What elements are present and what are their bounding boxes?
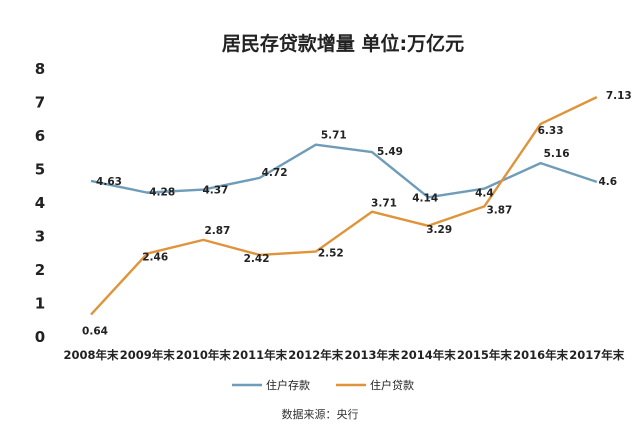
data-label: 5.16 [544, 148, 570, 160]
y-tick-label: 1 [35, 295, 45, 313]
data-label: 3.29 [426, 224, 452, 236]
y-tick-label: 6 [35, 127, 45, 145]
x-tick-label: 2016年末 [513, 348, 569, 362]
y-tick-label: 3 [35, 228, 45, 246]
legend: 住户存款 住户贷款 [232, 378, 414, 392]
x-tick-label: 2012年末 [288, 348, 344, 362]
y-tick-label: 7 [35, 94, 45, 112]
x-tick-label: 2017年末 [569, 348, 625, 362]
data-label: 0.64 [82, 326, 108, 338]
x-tick-label: 2009年末 [120, 348, 176, 362]
series-line-deposits [90, 143, 598, 199]
x-tick-label: 2008年末 [63, 348, 119, 362]
x-tick-label: 2013年末 [344, 348, 400, 362]
x-axis: 2008年末 2009年末 2010年末 2011年末 2012年末 2013年末 2014… [63, 348, 624, 362]
data-label: 4.37 [202, 185, 228, 197]
y-axis: 0 1 2 3 4 5 6 7 8 [35, 60, 45, 346]
legend-label: 住户存款 [266, 378, 310, 392]
data-label: 2.52 [318, 248, 344, 260]
legend-label: 住户贷款 [370, 378, 414, 392]
source-note: 数据来源：央行 [282, 407, 359, 421]
y-tick-label: 2 [35, 261, 45, 279]
data-label: 6.33 [538, 125, 564, 137]
y-tick-label: 4 [35, 194, 45, 212]
data-label: 4.72 [262, 167, 288, 179]
x-tick-label: 2010年末 [176, 348, 232, 362]
x-tick-label: 2011年末 [232, 348, 288, 362]
data-label: 4.4 [475, 188, 494, 200]
y-tick-label: 5 [35, 161, 45, 179]
data-label: 2.87 [204, 225, 230, 237]
data-label: 5.49 [377, 146, 403, 158]
data-label: 7.13 [606, 90, 632, 102]
data-label: 2.46 [142, 252, 168, 264]
x-tick-label: 2015年末 [457, 348, 513, 362]
data-label: 3.71 [371, 198, 397, 210]
series-lines [90, 96, 598, 316]
data-label: 4.63 [96, 176, 122, 188]
data-label: 4.14 [412, 192, 438, 204]
data-label: 3.87 [486, 204, 512, 216]
y-tick-label: 0 [35, 328, 45, 346]
series-line-loans [90, 96, 598, 316]
x-tick-label: 2014年末 [401, 348, 457, 362]
data-label: 2.42 [244, 253, 270, 265]
chart-title: 居民存贷款增量 单位:万亿元 [222, 32, 464, 55]
data-labels: 4.63 4.28 4.37 4.72 5.71 5.49 4.14 4.4 5.16 4.6 0.… [82, 90, 632, 337]
data-label: 4.6 [598, 176, 617, 188]
data-label: 4.28 [149, 187, 175, 199]
data-label: 5.71 [321, 130, 347, 142]
y-tick-label: 8 [35, 60, 45, 78]
